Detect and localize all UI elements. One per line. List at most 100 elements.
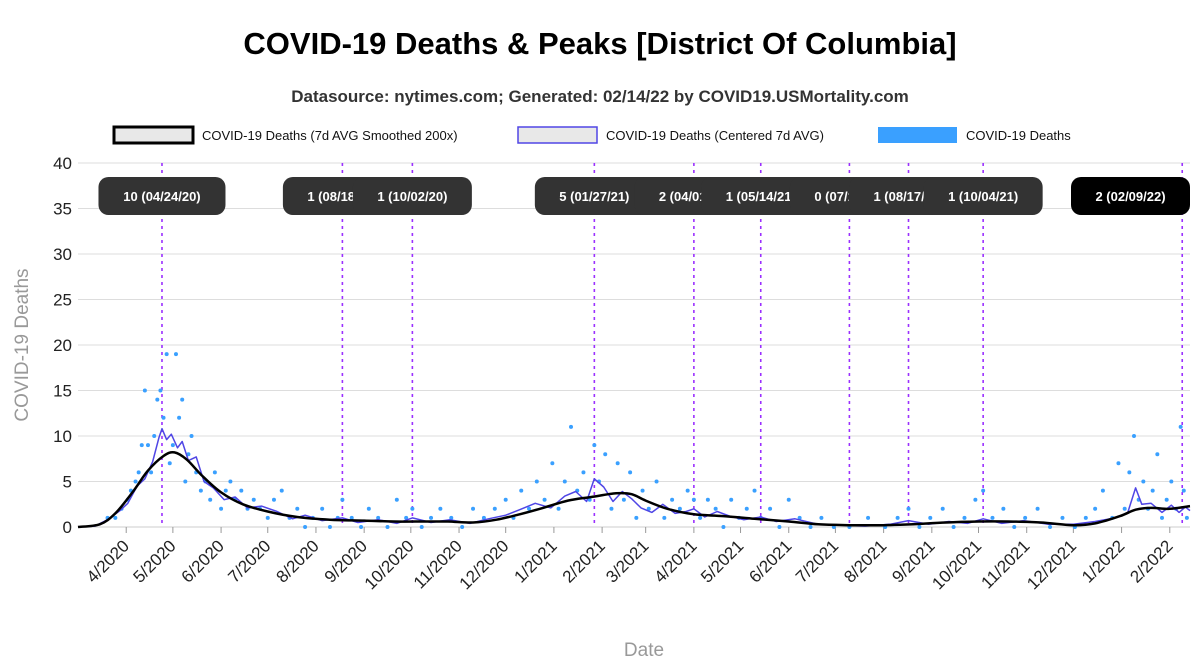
daily-point xyxy=(152,434,157,438)
x-tick-label: 2/2021 xyxy=(559,536,609,586)
peak-label-box xyxy=(1071,177,1190,215)
daily-point xyxy=(685,488,690,493)
daily-point xyxy=(777,525,782,529)
daily-point xyxy=(198,488,203,493)
daily-point xyxy=(279,488,284,493)
x-tick-label: 12/2020 xyxy=(456,536,513,593)
daily-point xyxy=(173,352,178,357)
daily-point xyxy=(640,488,645,493)
peak-label-text: 1 (10/02/20) xyxy=(377,189,447,204)
daily-point xyxy=(1122,506,1127,511)
daily-point xyxy=(556,506,561,511)
daily-point xyxy=(542,497,547,502)
daily-point xyxy=(271,497,276,502)
y-tick-label: 35 xyxy=(53,200,72,219)
x-tick-label: 7/2021 xyxy=(792,536,842,586)
daily-point xyxy=(1160,515,1165,520)
daily-point xyxy=(962,515,967,520)
daily-point xyxy=(1169,479,1174,484)
daily-point xyxy=(819,515,824,520)
daily-point xyxy=(492,506,497,511)
x-tick-label: 11/2020 xyxy=(410,536,466,592)
daily-point xyxy=(180,397,185,402)
daily-point xyxy=(149,470,154,475)
chart-grid xyxy=(78,162,1190,528)
chart-subtitle: Datasource: nytimes.com; Generated: 02/1… xyxy=(291,87,909,106)
daily-point xyxy=(698,515,703,520)
x-axis-title: Date xyxy=(624,640,664,661)
daily-point xyxy=(519,488,524,493)
y-tick-label: 25 xyxy=(53,291,72,310)
y-tick-label: 0 xyxy=(63,518,72,537)
daily-point xyxy=(113,515,118,520)
daily-point xyxy=(603,452,608,457)
daily-point xyxy=(1164,497,1169,502)
daily-point xyxy=(917,525,922,529)
daily-point xyxy=(481,515,486,520)
x-tick-label: 4/2020 xyxy=(83,536,133,586)
peak-label-text: 2 (02/09/22) xyxy=(1095,189,1165,204)
legend-label: COVID-19 Deaths xyxy=(966,128,1071,143)
daily-point xyxy=(219,506,224,511)
peak-lines xyxy=(161,163,1184,527)
peak-label-text: 1 (05/14/21) xyxy=(726,189,796,204)
daily-point xyxy=(449,515,454,520)
daily-point xyxy=(359,525,364,529)
legend-swatch-daily xyxy=(878,127,957,143)
daily-point xyxy=(471,506,476,511)
daily-point xyxy=(1012,525,1017,529)
daily-point xyxy=(866,515,871,520)
daily-point xyxy=(142,388,147,393)
daily-point xyxy=(460,525,465,529)
daily-point xyxy=(550,461,555,466)
daily-point xyxy=(752,488,757,493)
peak-labels: 10 (04/24/20) 1 (08/18/20) 1 (10/02/20) 5 (… xyxy=(98,177,1190,215)
x-tick-label: 4/2021 xyxy=(651,536,701,586)
daily-point xyxy=(621,497,626,502)
daily-point xyxy=(1048,525,1053,529)
y-axis-title: COVID-19 Deaths xyxy=(12,268,33,421)
daily-point xyxy=(1001,506,1006,511)
daily-point xyxy=(895,515,900,520)
daily-point xyxy=(1184,515,1189,520)
chart-legend: COVID-19 Deaths (7d AVG Smoothed 200x) CO… xyxy=(112,125,1071,145)
x-tick-label: 10/2021 xyxy=(928,536,985,593)
daily-point xyxy=(1023,515,1028,520)
legend-label: COVID-19 Deaths (Centered 7d AVG) xyxy=(606,128,824,143)
centered-7d-avg-series xyxy=(77,427,1191,528)
daily-point xyxy=(303,525,308,529)
daily-point xyxy=(744,506,749,511)
x-tick-label: 8/2020 xyxy=(273,536,323,586)
x-tick-label: 7/2020 xyxy=(224,536,274,586)
daily-point xyxy=(670,497,675,502)
daily-point xyxy=(587,497,592,502)
daily-point xyxy=(677,506,682,511)
smoothed-7d-avg-line xyxy=(77,451,1191,529)
daily-point xyxy=(1093,506,1098,511)
daily-point xyxy=(906,506,911,511)
daily-point xyxy=(729,497,734,502)
legend-label: COVID-19 Deaths (7d AVG Smoothed 200x) xyxy=(202,128,458,143)
daily-point xyxy=(404,515,409,520)
chart-title: COVID-19 Deaths & Peaks [District Of Col… xyxy=(243,26,956,61)
daily-point xyxy=(928,515,933,520)
x-tick-label: 8/2021 xyxy=(840,536,890,586)
peak-label-box xyxy=(534,177,654,215)
daily-point xyxy=(973,497,978,502)
daily-point xyxy=(158,388,163,393)
daily-point xyxy=(609,506,614,511)
daily-point xyxy=(183,479,188,484)
daily-point xyxy=(981,488,986,493)
daily-point xyxy=(265,515,270,520)
daily-point xyxy=(1083,515,1088,520)
daily-point xyxy=(251,497,256,502)
daily-point xyxy=(713,506,718,511)
daily-point xyxy=(438,506,443,511)
x-tick-label: 6/2021 xyxy=(745,536,795,586)
daily-point xyxy=(376,515,381,520)
y-tick-label: 40 xyxy=(53,154,72,173)
daily-point xyxy=(1116,461,1121,466)
daily-point xyxy=(1035,506,1040,511)
daily-point xyxy=(429,515,434,520)
